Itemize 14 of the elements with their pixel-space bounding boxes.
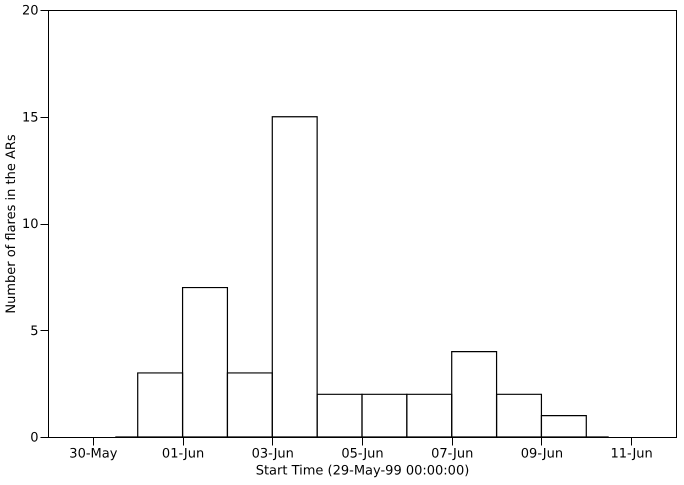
x-tick-label: 05-Jun — [341, 446, 384, 462]
y-tick-label: 0 — [30, 430, 38, 446]
x-axis-title: Start Time (29-May-99 00:00:00) — [256, 464, 470, 478]
x-tick-label: 30-May — [69, 446, 118, 462]
x-tick-label: 01-Jun — [162, 446, 204, 462]
y-tick-label: 15 — [22, 110, 38, 126]
y-tick-label: 10 — [22, 217, 38, 232]
y-tick-label: 20 — [22, 4, 38, 18]
x-tick-label: 09-Jun — [520, 446, 564, 462]
y-axis-title: Number of flares in the ARs — [4, 134, 19, 314]
x-tick-label: 11-Jun — [610, 446, 653, 462]
y-tick-label: 5 — [30, 324, 38, 339]
x-tick-label: 07-Jun — [431, 446, 474, 462]
x-tick-label: 03-Jun — [252, 446, 294, 462]
